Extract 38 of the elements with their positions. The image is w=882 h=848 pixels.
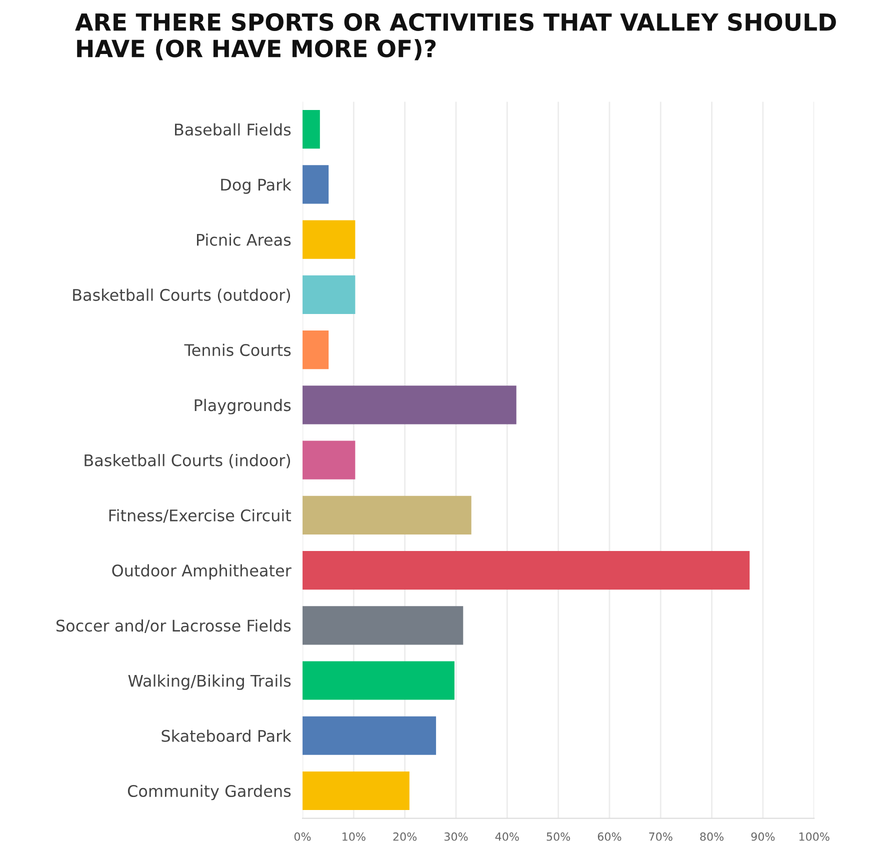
x-tick-label: 100% <box>799 832 830 841</box>
bar <box>302 275 356 314</box>
bar <box>302 110 320 149</box>
bar <box>302 386 516 424</box>
x-tick-label: 70% <box>649 832 672 841</box>
chart-title: ARE THERE SPORTS OR ACTIVITIES THAT VALLEY SHOULD HAVE (OR HAVE MORE OF)? <box>75 13 836 60</box>
bar <box>302 165 329 204</box>
bar <box>302 606 464 645</box>
y-tick-label: Soccer and/or Lacrosse Fields <box>56 619 291 633</box>
bar <box>302 771 410 810</box>
y-tick-label: Tennis Courts <box>184 344 291 356</box>
y-tick-label: Picnic Areas <box>197 233 291 246</box>
x-tick-label: 90% <box>751 832 775 841</box>
x-tick-label: 10% <box>342 832 366 841</box>
y-tick-label: Community Gardens <box>128 784 291 800</box>
y-tick-label: Baseball Fields <box>175 123 291 136</box>
x-tick-label: 40% <box>495 832 519 841</box>
x-tick-label: 20% <box>393 832 417 841</box>
y-tick-label: Fitness/Exercise Circuit <box>109 509 292 523</box>
bar <box>302 716 436 755</box>
y-tick-label: Walking/Biking Trails <box>128 674 291 690</box>
bar <box>302 220 356 259</box>
y-tick-label: Dog Park <box>221 178 292 194</box>
bar <box>302 550 750 590</box>
bar <box>302 440 356 480</box>
bar <box>302 496 472 534</box>
y-tick-label: Basketball Courts (outdoor) <box>73 288 290 303</box>
y-tick-label: Playgrounds <box>194 398 291 414</box>
bar <box>302 661 454 700</box>
y-tick-label: Outdoor Amphitheater <box>112 564 292 580</box>
y-tick-label: Basketball Courts (indoor) <box>84 454 290 468</box>
y-tick-label: Skateboard Park <box>162 730 292 742</box>
x-tick-label: 60% <box>598 832 622 841</box>
x-tick-label: 0% <box>294 832 311 841</box>
x-tick-label: 80% <box>700 832 724 841</box>
x-tick-label: 50% <box>546 832 570 841</box>
bar <box>302 330 329 370</box>
x-tick-label: 30% <box>444 832 468 841</box>
